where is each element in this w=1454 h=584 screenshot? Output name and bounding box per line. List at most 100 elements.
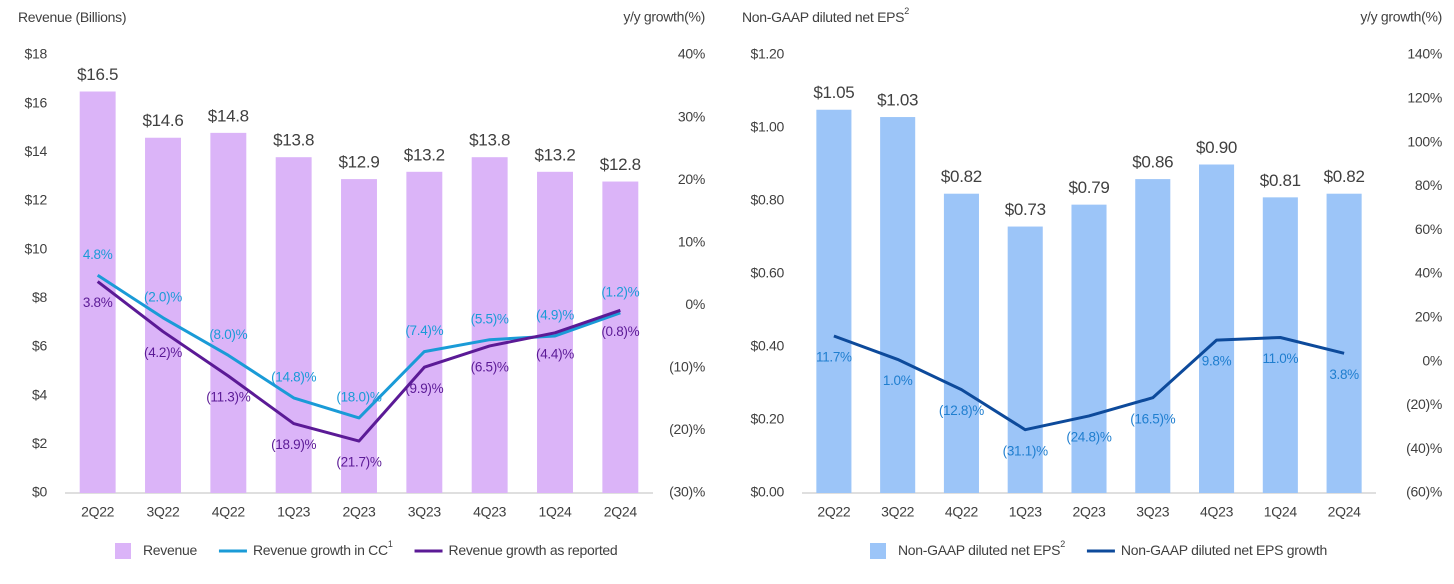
line-value-label: (2.0)% bbox=[144, 289, 182, 304]
y2-tick-label: 0% bbox=[1422, 352, 1442, 368]
x-tick-label: 1Q24 bbox=[538, 504, 572, 520]
y2-tick-label: 60% bbox=[1415, 221, 1442, 237]
line-value-label: (16.5)% bbox=[1130, 411, 1175, 426]
line-value-label: (4.9)% bbox=[536, 308, 574, 323]
y-tick-label: $0.80 bbox=[750, 192, 784, 208]
legend-label: Revenue growth as reported bbox=[449, 542, 618, 558]
legend-text: Revenue bbox=[143, 542, 197, 558]
x-tick-label: 4Q22 bbox=[945, 504, 979, 520]
y-tick-label: $18 bbox=[25, 46, 48, 62]
x-tick-label: 1Q23 bbox=[1009, 504, 1043, 520]
legend-text: Revenue growth as reported bbox=[449, 542, 618, 558]
y2-tick-label: (30)% bbox=[669, 484, 705, 500]
bar-value-label: $12.9 bbox=[338, 153, 379, 172]
bar-value-label: $0.82 bbox=[1324, 167, 1365, 186]
y2-tick-label: 100% bbox=[1407, 133, 1442, 149]
y-tick-label: $12 bbox=[25, 192, 48, 208]
bar bbox=[341, 179, 377, 493]
y-tick-label: $1.20 bbox=[750, 46, 784, 62]
line-value-label: (14.8)% bbox=[271, 369, 316, 384]
x-tick-label: 3Q22 bbox=[146, 504, 180, 520]
line-value-label: 11.7% bbox=[816, 350, 852, 365]
y-tick-label: $6 bbox=[32, 338, 47, 354]
line-value-label: 3.8% bbox=[83, 295, 113, 310]
line-value-label: 1.0% bbox=[883, 373, 913, 388]
legend-label: Revenue bbox=[143, 542, 197, 558]
bar-value-label: $0.79 bbox=[1068, 178, 1109, 197]
x-tick-label: 2Q23 bbox=[342, 504, 376, 520]
y2-tick-label: 30% bbox=[678, 108, 705, 124]
x-tick-label: 2Q23 bbox=[1072, 504, 1106, 520]
line-value-label: (1.2)% bbox=[601, 284, 639, 299]
title-text: Revenue (Billions) bbox=[18, 9, 126, 25]
legend-swatch bbox=[115, 543, 131, 559]
legend-footnote: 1 bbox=[388, 539, 393, 549]
x-tick-label: 1Q23 bbox=[277, 504, 311, 520]
chart-title: Revenue (Billions) bbox=[18, 9, 126, 25]
y-tick-label: $2 bbox=[32, 435, 47, 451]
line-value-label: (24.8)% bbox=[1066, 429, 1111, 444]
line-value-label: (7.4)% bbox=[405, 323, 443, 338]
y2-tick-label: (20)% bbox=[669, 421, 705, 437]
x-tick-label: 2Q22 bbox=[817, 504, 851, 520]
y2-tick-label: (40)% bbox=[1406, 440, 1442, 456]
bar-value-label: $14.6 bbox=[142, 111, 183, 130]
y-tick-label: $0 bbox=[32, 484, 47, 500]
line-value-label: (11.3)% bbox=[206, 390, 250, 405]
legend-text: Non-GAAP diluted net EPS growth bbox=[1121, 542, 1327, 558]
y-tick-label: $0.40 bbox=[750, 338, 784, 354]
line-value-label: (4.4)% bbox=[536, 346, 574, 361]
line-value-label: (0.8)% bbox=[601, 324, 639, 339]
x-tick-label: 3Q23 bbox=[408, 504, 442, 520]
line-value-label: (21.7)% bbox=[336, 455, 381, 470]
y-tick-label: $0.60 bbox=[750, 265, 784, 281]
y-tick-label: $16 bbox=[25, 94, 48, 110]
x-tick-label: 1Q24 bbox=[1264, 504, 1298, 520]
bar-value-label: $14.8 bbox=[208, 106, 249, 125]
y2-tick-label: 80% bbox=[1415, 177, 1442, 193]
line-series bbox=[833, 334, 1345, 432]
bar bbox=[1007, 226, 1043, 494]
y2-title: y/y growth(%) bbox=[1360, 9, 1442, 25]
legend-footnote: 2 bbox=[1060, 539, 1065, 549]
y-tick-label: $0.20 bbox=[750, 411, 784, 427]
bar-value-label: $13.2 bbox=[404, 145, 445, 164]
y-tick-label: $10 bbox=[25, 240, 48, 256]
legend-label: Revenue growth in CC1 bbox=[253, 539, 393, 557]
y-tick-label: $14 bbox=[25, 143, 48, 159]
x-tick-label: 2Q24 bbox=[1328, 504, 1362, 520]
bar bbox=[816, 109, 852, 493]
legend-text: Revenue growth in CC bbox=[253, 542, 388, 558]
y2-title: y/y growth(%) bbox=[623, 9, 705, 25]
y2-tick-label: 40% bbox=[1415, 265, 1442, 281]
y-tick-label: $0.00 bbox=[750, 484, 784, 500]
bar-value-label: $0.82 bbox=[941, 167, 982, 186]
bar-value-label: $16.5 bbox=[77, 65, 118, 84]
x-tick-label: 3Q23 bbox=[1136, 504, 1170, 520]
legend-label: Non-GAAP diluted net EPS2 bbox=[898, 539, 1065, 557]
line-value-label: (18.0)% bbox=[336, 389, 381, 404]
line-value-label: (8.0)% bbox=[209, 327, 247, 342]
legend-label: Non-GAAP diluted net EPS growth bbox=[1121, 542, 1327, 558]
bar-value-label: $0.81 bbox=[1260, 171, 1301, 190]
line-value-label: 4.8% bbox=[83, 247, 113, 262]
bar-value-label: $13.8 bbox=[273, 131, 314, 150]
line-value-label: 3.8% bbox=[1329, 367, 1359, 382]
bar bbox=[471, 157, 508, 493]
line-value-label: (31.1)% bbox=[1003, 443, 1048, 458]
bar-value-label: $1.05 bbox=[813, 83, 854, 102]
bar-value-label: $0.90 bbox=[1196, 138, 1237, 157]
y2-tick-label: 10% bbox=[678, 233, 705, 249]
y2-tick-label: 20% bbox=[1415, 309, 1442, 325]
bar bbox=[1199, 164, 1235, 493]
line-value-label: (6.5)% bbox=[471, 360, 509, 375]
x-tick-label: 4Q23 bbox=[473, 504, 507, 520]
bar bbox=[1326, 193, 1362, 493]
title-footnote: 2 bbox=[904, 6, 909, 16]
bar bbox=[943, 193, 979, 493]
bar bbox=[145, 137, 181, 493]
line-value-label: (18.9)% bbox=[271, 437, 316, 452]
bar-value-label: $13.2 bbox=[534, 145, 575, 164]
x-tick-label: 2Q24 bbox=[604, 504, 638, 520]
